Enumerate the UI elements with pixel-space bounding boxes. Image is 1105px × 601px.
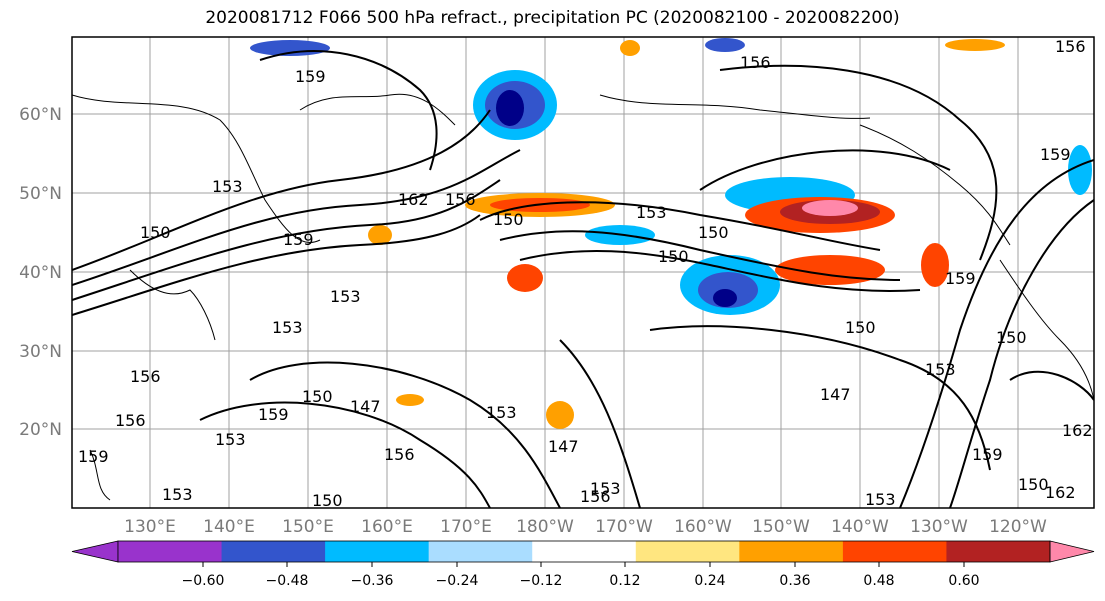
colorbar-segment xyxy=(428,541,533,562)
longitude-label: 130°E xyxy=(124,517,176,537)
colorbar-tick-label: 0.12 xyxy=(609,573,640,589)
latitude-labels: 60°N 50°N 40°N 30°N 20°N xyxy=(19,105,62,440)
contour-label: 159 xyxy=(945,269,976,288)
colorbar: −0.60 −0.48 −0.36 −0.24 −0.12 0.12 0.24 0.36 0.4… xyxy=(71,540,1095,589)
latitude-label: 30°N xyxy=(19,342,62,362)
longitude-label: 180°W xyxy=(516,517,574,537)
contour-label: 159 xyxy=(258,405,289,424)
contour-label: 153 xyxy=(330,287,361,306)
contour-label: 162 xyxy=(398,190,429,209)
contour-label: 153 xyxy=(590,479,621,498)
contour-label: 147 xyxy=(548,437,579,456)
longitude-label: 160°E xyxy=(361,517,413,537)
contour-label: 150 xyxy=(698,223,729,242)
colorbar-tick-label: −0.24 xyxy=(436,573,479,589)
longitude-label: 150°W xyxy=(752,517,810,537)
longitude-label: 170°E xyxy=(440,517,492,537)
colorbar-segment xyxy=(635,541,740,562)
colorbar-segment xyxy=(325,541,430,562)
map-title: 2020081712 F066 500 hPa refract., precip… xyxy=(205,8,900,28)
longitude-label: 170°W xyxy=(595,517,653,537)
contour-label: 162 xyxy=(1062,421,1093,440)
longitude-label: 140°E xyxy=(203,517,255,537)
latitude-label: 20°N xyxy=(19,420,62,440)
contour-label: 159 xyxy=(78,447,109,466)
colorbar-tick-label: −0.48 xyxy=(266,573,309,589)
longitude-labels: 130°E 140°E 150°E 160°E 170°E 180°W 170°W 160°W… xyxy=(124,517,1047,537)
contour-label: 150 xyxy=(312,491,343,510)
contour-label: 153 xyxy=(486,403,517,422)
contour-label: 159 xyxy=(283,230,314,249)
contour-label: 153 xyxy=(636,203,667,222)
contour-label: 150 xyxy=(658,247,689,266)
longitude-label: 120°W xyxy=(989,517,1047,537)
contour-label: 159 xyxy=(295,67,326,86)
contour-label: 153 xyxy=(215,430,246,449)
contour-label: 162 xyxy=(1045,483,1076,502)
colorbar-segment xyxy=(221,541,326,562)
colorbar-extend-low xyxy=(71,540,119,563)
gridlines xyxy=(72,37,1094,508)
colorbar-tick-label: −0.12 xyxy=(520,573,563,589)
contour-label: 156 xyxy=(445,190,476,209)
contour-labels: 159 156 153 150 162 156 150 153 150 159 … xyxy=(78,37,1093,510)
longitude-label: 150°E xyxy=(282,517,334,537)
contour-label: 156 xyxy=(115,411,146,430)
latitude-label: 40°N xyxy=(19,263,62,283)
contour-label: 159 xyxy=(1040,145,1071,164)
coastlines xyxy=(72,93,1094,501)
height-contours xyxy=(72,50,1094,508)
contour-label: 150 xyxy=(996,328,1027,347)
contour-label: 159 xyxy=(972,445,1003,464)
colorbar-segment xyxy=(532,541,637,562)
contour-label: 156 xyxy=(384,445,415,464)
contour-label: 147 xyxy=(350,397,381,416)
contour-label: 156 xyxy=(130,367,161,386)
colorbar-segment xyxy=(842,541,947,562)
contour-label: 153 xyxy=(925,360,956,379)
contour-label: 150 xyxy=(845,318,876,337)
latitude-label: 60°N xyxy=(19,105,62,125)
contour-label: 150 xyxy=(302,387,333,406)
colorbar-segment xyxy=(946,541,1051,562)
colorbar-tick-label: 0.48 xyxy=(863,573,894,589)
colorbar-segment xyxy=(739,541,844,562)
contour-label: 153 xyxy=(212,177,243,196)
colorbar-outline xyxy=(117,540,1051,563)
contour-label: 150 xyxy=(1018,475,1049,494)
contour-label: 150 xyxy=(493,210,524,229)
latitude-label: 50°N xyxy=(19,184,62,204)
longitude-label: 130°W xyxy=(910,517,968,537)
contour-label: 156 xyxy=(580,487,611,506)
contour-label: 153 xyxy=(272,318,303,337)
colorbar-tick-label: 0.60 xyxy=(948,573,979,589)
contour-label: 153 xyxy=(865,490,896,509)
contour-label: 147 xyxy=(820,385,851,404)
plot-frame xyxy=(71,36,1095,509)
colorbar-segment xyxy=(118,541,223,562)
colorbar-extend-high xyxy=(1049,540,1095,563)
colorbar-tick-label: 0.24 xyxy=(694,573,725,589)
contour-label: 153 xyxy=(162,485,193,504)
colorbar-tick-label: −0.60 xyxy=(182,573,225,589)
colorbar-tick-label: −0.36 xyxy=(351,573,394,589)
longitude-label: 140°W xyxy=(831,517,889,537)
colorbar-tick-label: 0.36 xyxy=(779,573,810,589)
contour-label: 156 xyxy=(1055,37,1086,56)
longitude-label: 160°W xyxy=(674,517,732,537)
contour-label: 156 xyxy=(740,53,771,72)
contour-label: 150 xyxy=(140,223,171,242)
